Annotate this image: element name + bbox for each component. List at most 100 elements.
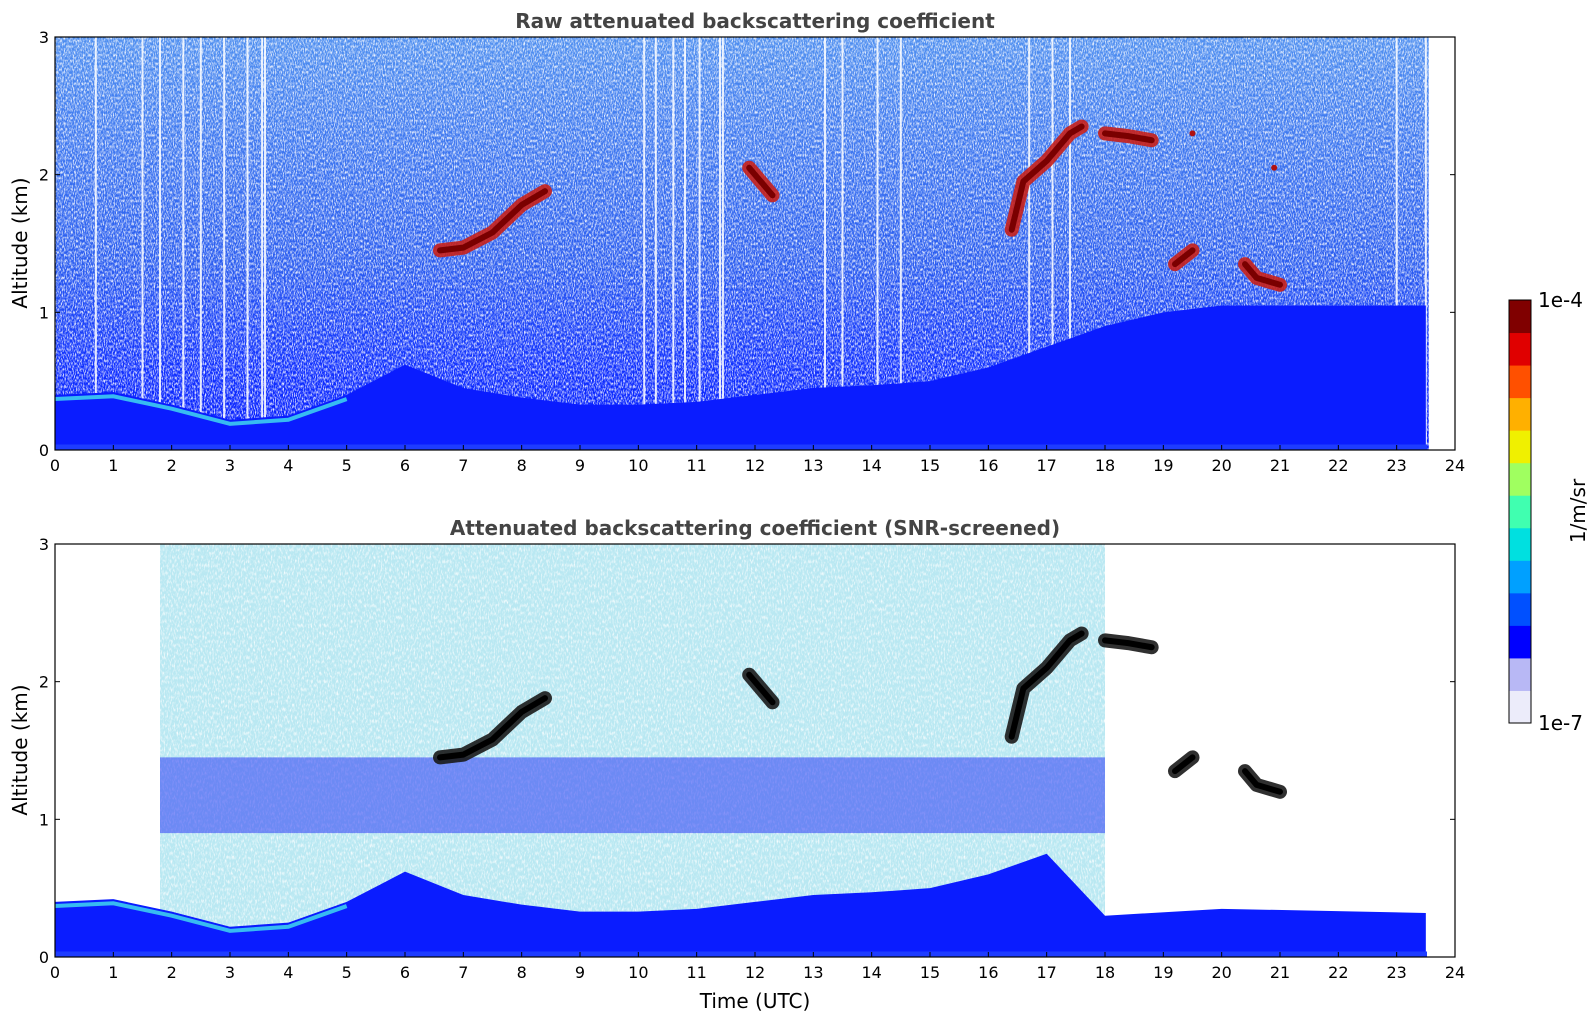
colorbar-swatch — [1509, 397, 1531, 431]
data-gap — [1395, 37, 1398, 450]
x-tick-label: 5 — [342, 963, 352, 982]
data-gap — [654, 37, 657, 450]
colorbar-swatch — [1509, 625, 1531, 659]
x-tick-label: 16 — [978, 456, 998, 475]
data-gap — [223, 37, 226, 450]
x-tick-label: 10 — [628, 963, 648, 982]
x-tick-label: 5 — [342, 456, 352, 475]
x-tick-label: 23 — [1386, 963, 1406, 982]
colorbar-max-label: 1e-4 — [1538, 288, 1583, 312]
data-gap — [1424, 37, 1427, 450]
x-tick-label: 1 — [108, 456, 118, 475]
x-tick-label: 15 — [920, 456, 940, 475]
boundary-layer-region — [55, 853, 1426, 957]
colorbar: 1e-4 1e-7 1/m/sr — [1508, 288, 1590, 735]
boundary-layer-region — [55, 305, 1426, 450]
data-gap — [721, 37, 724, 450]
colorbar-unit-label: 1/m/sr — [1566, 478, 1590, 543]
x-tick-label: 19 — [1153, 456, 1173, 475]
data-gap — [643, 37, 646, 450]
x-tick-label: 9 — [575, 963, 585, 982]
cloud-core — [1172, 754, 1196, 775]
x-tick-label: 7 — [458, 456, 468, 475]
data-gap — [899, 37, 902, 450]
data-gap — [141, 37, 144, 450]
data-gap — [719, 37, 721, 450]
cloud-core — [1008, 630, 1085, 740]
raw-backscatter-panel: Raw attenuated backscattering coefficien… — [8, 9, 1465, 475]
y-tick-label: 0 — [39, 948, 49, 967]
colorbar-swatch — [1509, 657, 1531, 691]
x-tick-label: 15 — [920, 963, 940, 982]
x-tick-label: 17 — [1036, 963, 1056, 982]
cloud-core — [1172, 247, 1196, 268]
x-tick-label: 20 — [1211, 963, 1231, 982]
x-tick-label: 12 — [745, 963, 765, 982]
x-tick-label: 22 — [1328, 963, 1348, 982]
x-tick-label: 14 — [861, 963, 881, 982]
raw-y-axis-label: Altitude (km) — [8, 177, 32, 308]
colorbar-frame — [1508, 299, 1532, 724]
colorbar-swatch — [1509, 560, 1531, 594]
cloud-core — [437, 188, 548, 254]
data-gap — [1028, 37, 1031, 450]
cloud-core — [746, 671, 776, 706]
data-gap — [684, 37, 686, 450]
no-data-region — [1428, 37, 1455, 450]
cloud-core — [1102, 130, 1155, 144]
cloud-core — [1008, 123, 1085, 233]
cloud-core — [746, 164, 776, 199]
cloud-core — [437, 695, 548, 761]
aerosol-layer — [55, 901, 348, 933]
data-gap — [94, 37, 97, 450]
snr-screened-panel: Attenuated backscattering coefficient (S… — [8, 516, 1465, 1013]
x-tick-label: 21 — [1270, 963, 1290, 982]
data-gap — [199, 37, 202, 450]
x-tick-label: 12 — [745, 456, 765, 475]
x-tick-label: 16 — [978, 963, 998, 982]
x-tick-label: 20 — [1211, 456, 1231, 475]
surface-layer — [55, 951, 1427, 957]
x-tick-label: 18 — [1095, 963, 1115, 982]
x-tick-label: 11 — [686, 456, 706, 475]
x-tick-label: 3 — [225, 456, 235, 475]
y-tick-label: 2 — [39, 673, 49, 692]
x-tick-label: 0 — [50, 456, 60, 475]
x-tick-label: 2 — [167, 456, 177, 475]
y-tick-label: 1 — [39, 303, 49, 322]
colorbar-swatch — [1509, 527, 1531, 561]
x-tick-label: 13 — [803, 456, 823, 475]
x-tick-label: 14 — [861, 456, 881, 475]
x-tick-label: 23 — [1386, 456, 1406, 475]
x-tick-label: 9 — [575, 456, 585, 475]
x-tick-label: 2 — [167, 963, 177, 982]
x-tick-label: 4 — [283, 963, 293, 982]
x-axis-label: Time (UTC) — [699, 989, 811, 1013]
colorbar-swatch — [1509, 430, 1531, 464]
data-gap — [159, 37, 161, 450]
x-tick-label: 3 — [225, 963, 235, 982]
cloud-core — [1102, 637, 1155, 651]
data-gap — [876, 37, 879, 450]
residual-layer — [160, 757, 1105, 834]
x-tick-label: 8 — [517, 456, 527, 475]
y-tick-label: 2 — [39, 166, 49, 185]
x-tick-label: 6 — [400, 963, 410, 982]
x-tick-label: 10 — [628, 456, 648, 475]
cloud-core — [1242, 768, 1283, 795]
x-tick-label: 4 — [283, 456, 293, 475]
x-tick-label: 22 — [1328, 456, 1348, 475]
y-tick-label: 0 — [39, 441, 49, 460]
colorbar-swatch — [1509, 495, 1531, 529]
x-tick-label: 24 — [1445, 456, 1465, 475]
colorbar-min-label: 1e-7 — [1538, 711, 1583, 735]
x-tick-label: 6 — [400, 456, 410, 475]
data-gap — [246, 37, 249, 450]
y-tick-label: 3 — [39, 28, 49, 47]
cloud-layer — [1271, 164, 1278, 171]
x-tick-label: 24 — [1445, 963, 1465, 982]
snr-y-axis-label: Altitude (km) — [8, 684, 32, 815]
x-tick-label: 1 — [108, 963, 118, 982]
colorbar-swatch — [1509, 462, 1531, 496]
x-tick-label: 19 — [1153, 963, 1173, 982]
